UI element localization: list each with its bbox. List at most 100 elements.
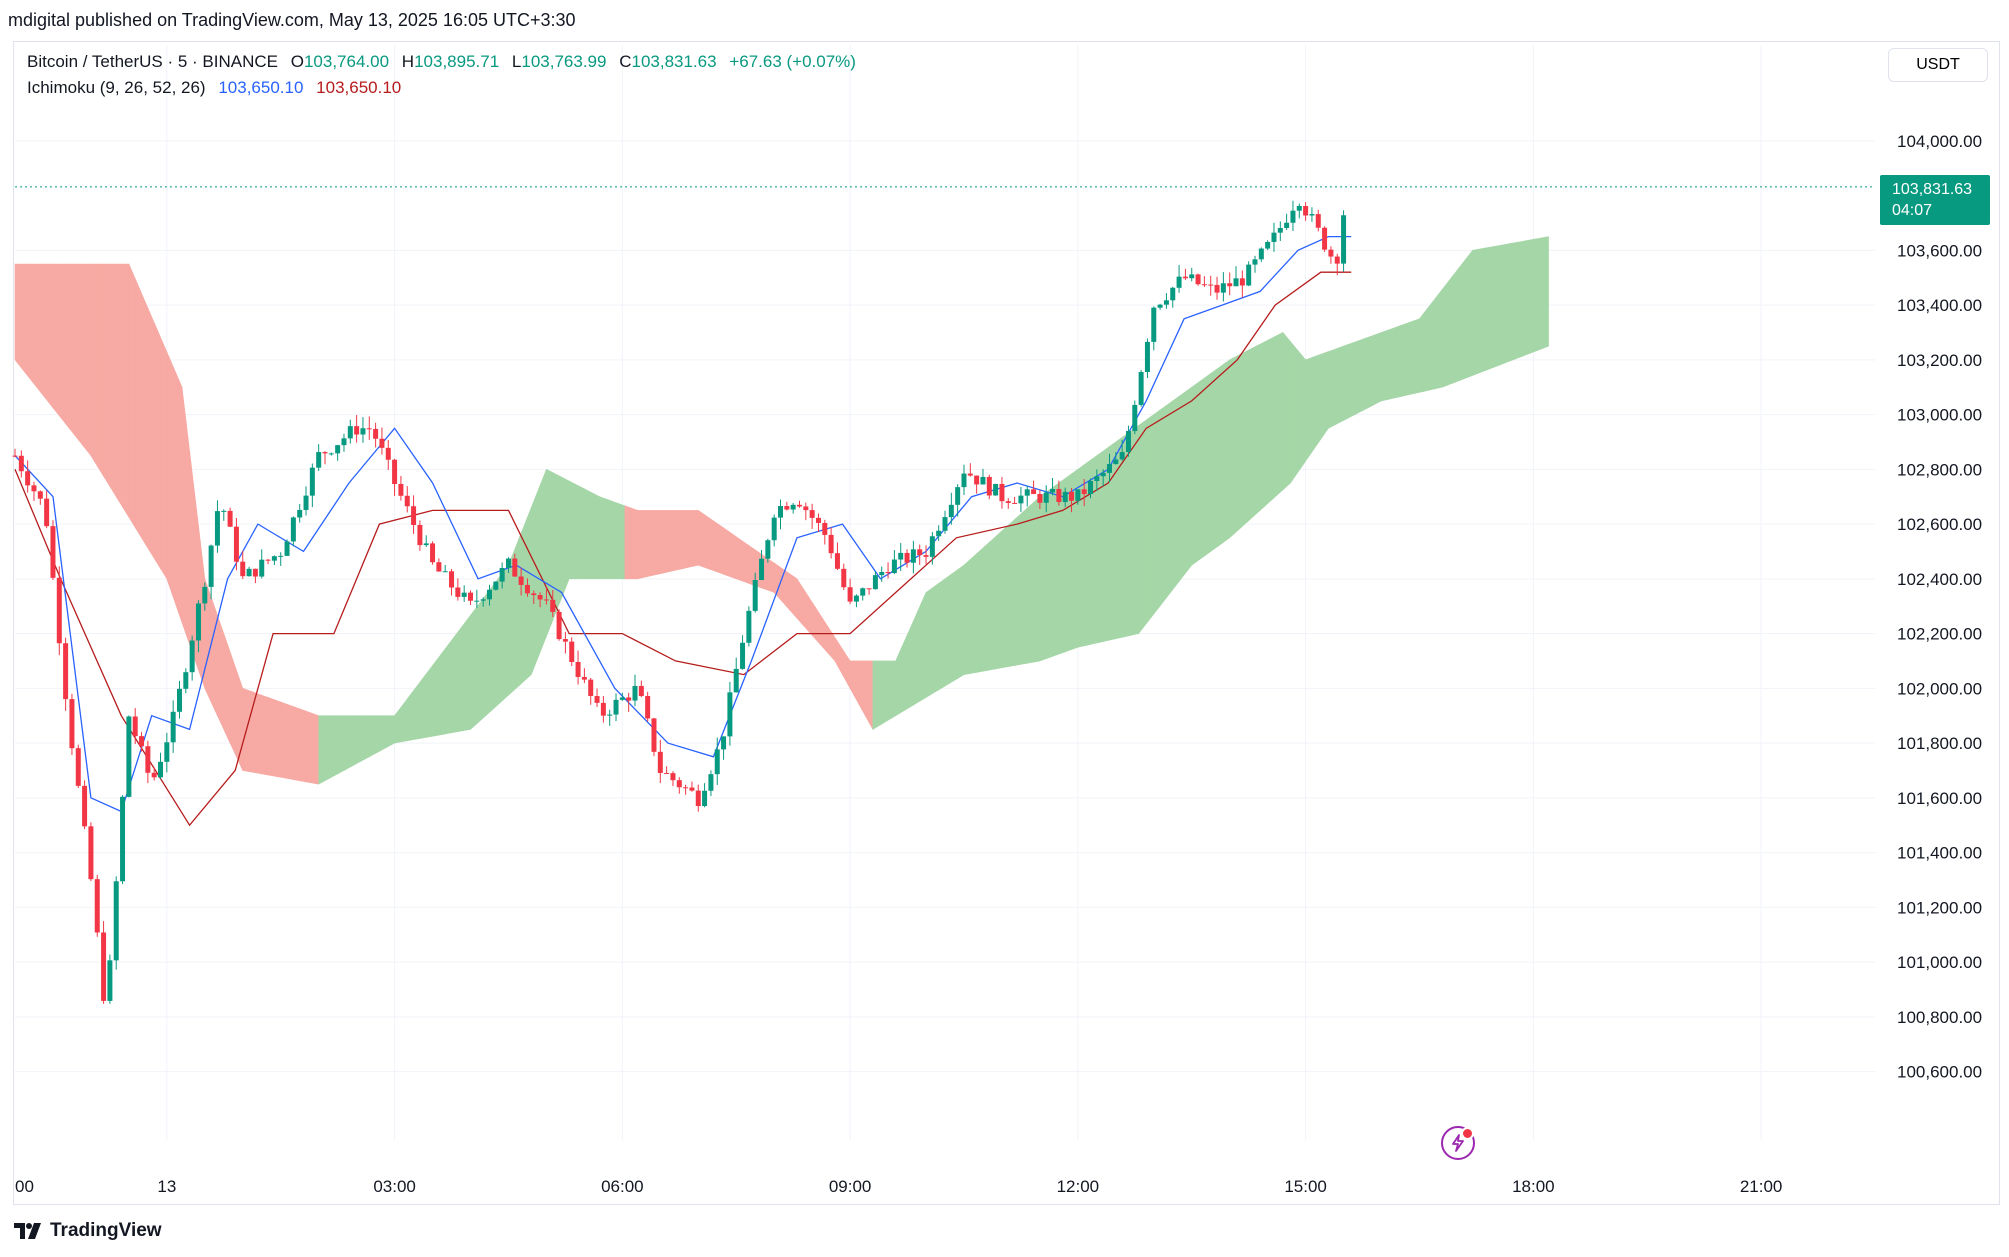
cloud-segment-bullish	[1462, 255, 1468, 380]
currency-button[interactable]: USDT	[1888, 48, 1988, 82]
cloud-segment-bullish	[1191, 382, 1199, 566]
cloud-segment-bullish	[932, 582, 939, 695]
cloud-segment-bullish	[957, 564, 965, 679]
cloud-segment-bullish	[444, 631, 459, 735]
cloud-segment-bearish	[785, 570, 790, 611]
lightning-bolt-icon[interactable]	[1441, 1126, 1475, 1160]
candle-down	[1315, 214, 1321, 228]
time-axis: 00 13 03:00 06:00 09:00 12:00 15:00 18:00 21:00	[15, 1177, 1782, 1196]
cloud-segment-bearish	[864, 660, 870, 724]
candle-up	[474, 600, 480, 602]
cloud-segment-bullish	[1438, 288, 1443, 389]
candle-up	[1138, 372, 1144, 405]
candle-down	[1195, 274, 1201, 285]
cloud-segment-bullish	[565, 478, 570, 589]
candle-up	[1144, 341, 1150, 373]
candle-down	[1334, 256, 1340, 264]
candle-up	[499, 568, 505, 582]
cloud-segment-bullish	[910, 615, 917, 708]
cloud-segment-bullish	[1292, 343, 1296, 481]
candle-down	[322, 452, 328, 454]
cloud-segment-bullish	[482, 589, 490, 719]
candle-up	[341, 438, 347, 446]
cloud-segment-bearish	[847, 656, 851, 690]
price-tick-label: 100,800.00	[1897, 1008, 1982, 1027]
candle-up	[1119, 452, 1125, 460]
cloud-segment-bearish	[153, 322, 161, 570]
candle-down	[379, 438, 385, 448]
cloud-segment-bullish	[561, 476, 566, 599]
candle-down	[240, 561, 246, 577]
cloud-segment-bullish	[1178, 391, 1186, 583]
candle-down	[56, 577, 62, 644]
candle-down	[398, 483, 404, 496]
candle-up	[259, 559, 265, 577]
candle-down	[417, 524, 423, 546]
cloud-segment-bearish	[166, 351, 170, 587]
conversion-line-value: 103,650.10	[218, 78, 304, 97]
last-price-tag: 103,831.63 04:07	[1880, 175, 1990, 225]
candle-up	[1341, 215, 1347, 264]
candle-down	[1208, 284, 1214, 286]
candle-up	[290, 517, 296, 542]
cloud-segment-bullish	[1328, 347, 1338, 429]
cloud-segment-bullish	[1300, 352, 1304, 470]
cloud-segment-bullish	[381, 715, 395, 751]
cloud-segment-bullish	[406, 681, 421, 742]
cloud-segment-bullish	[1229, 354, 1239, 539]
cloud-segment-bullish	[1484, 245, 1499, 372]
cloud-segment-bearish	[821, 616, 829, 655]
tradingview-logo-text: TradingView	[50, 1220, 162, 1241]
cloud-segment-bullish	[1393, 325, 1401, 399]
candle-down	[664, 772, 670, 774]
candle-up	[271, 556, 277, 561]
cloud-segment-bullish	[538, 481, 542, 656]
candle-down	[1031, 489, 1037, 494]
candle-up	[461, 592, 467, 597]
symbol-name[interactable]: Bitcoin / TetherUS · 5 · BINANCE	[27, 52, 278, 71]
cloud-segment-bullish	[1354, 338, 1365, 416]
candle-down	[18, 455, 24, 472]
cloud-segment-bullish	[1295, 346, 1299, 477]
base-line	[14, 271, 1352, 827]
cloud-segment-bullish	[1150, 413, 1155, 619]
cloud-segment-bullish	[1153, 409, 1161, 615]
candle-down	[1214, 284, 1220, 293]
cloud-segment-bullish	[1363, 335, 1373, 411]
candle-down	[1081, 489, 1087, 495]
candle-down	[562, 639, 568, 642]
cloud-segment-bearish	[868, 660, 874, 731]
cloud-segment-bullish	[1138, 423, 1142, 635]
candle-up	[891, 559, 897, 574]
time-tick-label: 18:00	[1512, 1177, 1555, 1196]
cloud-segment-bearish	[40, 263, 54, 409]
time-tick-label: 06:00	[601, 1177, 644, 1196]
candle-down	[139, 736, 145, 747]
candle-down	[1239, 278, 1245, 286]
tradingview-logo[interactable]: TradingView	[14, 1220, 162, 1242]
candle-down	[265, 559, 271, 561]
candle-down	[569, 641, 575, 663]
cloud-segment-bullish	[1247, 345, 1257, 523]
candle-down	[1069, 491, 1075, 501]
indicator-name[interactable]: Ichimoku (9, 26, 52, 26)	[27, 78, 206, 97]
candle-down	[695, 790, 701, 807]
price-tick-label: 102,200.00	[1897, 625, 1982, 644]
candle-up	[486, 589, 492, 600]
cloud-segment-bearish	[828, 626, 836, 662]
cloud-segment-bearish	[96, 263, 104, 478]
candle-up	[278, 555, 284, 557]
candle-up	[360, 428, 366, 435]
cloud-segment-bullish	[1406, 320, 1414, 396]
cloud-segment-bullish	[331, 715, 345, 778]
candle-up	[879, 572, 885, 576]
candle-up	[1265, 241, 1271, 249]
candle-up	[1170, 287, 1176, 301]
candle-down	[1005, 501, 1011, 503]
candle-down	[638, 685, 644, 697]
candle-down	[252, 568, 258, 577]
cloud-segment-bearish	[735, 536, 750, 584]
open-key: O	[290, 52, 304, 71]
cloud-segment-bullish	[368, 715, 383, 758]
